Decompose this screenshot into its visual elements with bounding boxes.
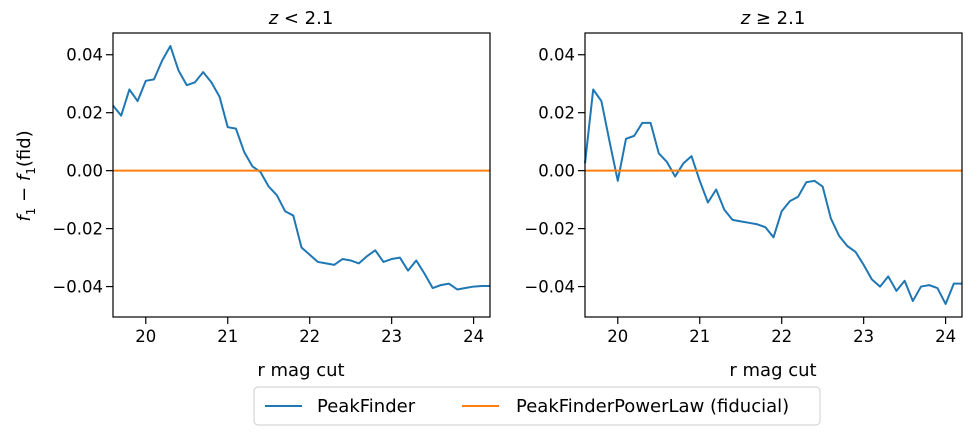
legend-label-peakfinderpowerlaw: PeakFinderPowerLaw (fiducial): [516, 396, 789, 417]
y-tick-label-right: −0.02: [524, 220, 575, 239]
legend: PeakFinder PeakFinderPowerLaw (fiducial): [253, 386, 821, 426]
x-tick-label-left: 23: [381, 327, 402, 346]
x-tick-label-left: 21: [217, 327, 238, 346]
x-axis-label-left: r mag cut: [257, 360, 344, 381]
y-tick-label-left: 0.00: [66, 162, 103, 181]
series-line-peakfinder-left: [112, 45, 490, 291]
y-tick-label-right: 0.00: [538, 162, 575, 181]
series-line-peakfinder-right: [584, 88, 962, 305]
chart-panel-left: z < 2.1 r mag cut f1 − f1(fid) 20 21 22 23 2…: [14, 8, 491, 381]
x-tick-label-right: 23: [853, 327, 874, 346]
legend-label-peakfinder: PeakFinder: [317, 396, 416, 417]
y-tick-label-left: −0.04: [52, 278, 103, 297]
legend-frame: [253, 386, 821, 426]
x-tick-label-right: 24: [935, 327, 956, 346]
x-tick-label-right: 21: [689, 327, 710, 346]
plot-area-left: 20 21 22 23 24 0.04 0.02 0.00 −0.02 −0.04: [52, 32, 491, 346]
y-axis-label: f1 − f1(fid): [14, 130, 38, 221]
plot-area-right: 20 21 22 23 24 0.04 0.02 0.00 −0.02 −0.04: [524, 32, 963, 346]
y-tick-label-left: −0.02: [52, 220, 103, 239]
chart-panel-right: z ≥ 2.1 r mag cut 20 21 22 23 24 0.04 0.02 0.00…: [524, 8, 963, 381]
axes-frame-left: [112, 32, 491, 318]
y-tick-label-left: 0.02: [66, 104, 103, 123]
axes-frame-right: [584, 32, 963, 318]
y-tick-label-right: 0.04: [538, 46, 575, 65]
chart-title-left: z < 2.1: [268, 8, 334, 29]
y-tick-label-right: 0.02: [538, 104, 575, 123]
x-tick-label-left: 20: [135, 327, 156, 346]
y-tick-label-left: 0.04: [66, 46, 103, 65]
y-tick-label-right: −0.04: [524, 278, 575, 297]
chart-title-right: z ≥ 2.1: [740, 8, 806, 29]
x-tick-label-right: 20: [607, 327, 628, 346]
x-axis-label-right: r mag cut: [729, 360, 816, 381]
x-tick-label-left: 24: [463, 327, 484, 346]
x-tick-label-right: 22: [771, 327, 792, 346]
x-tick-label-left: 22: [299, 327, 320, 346]
